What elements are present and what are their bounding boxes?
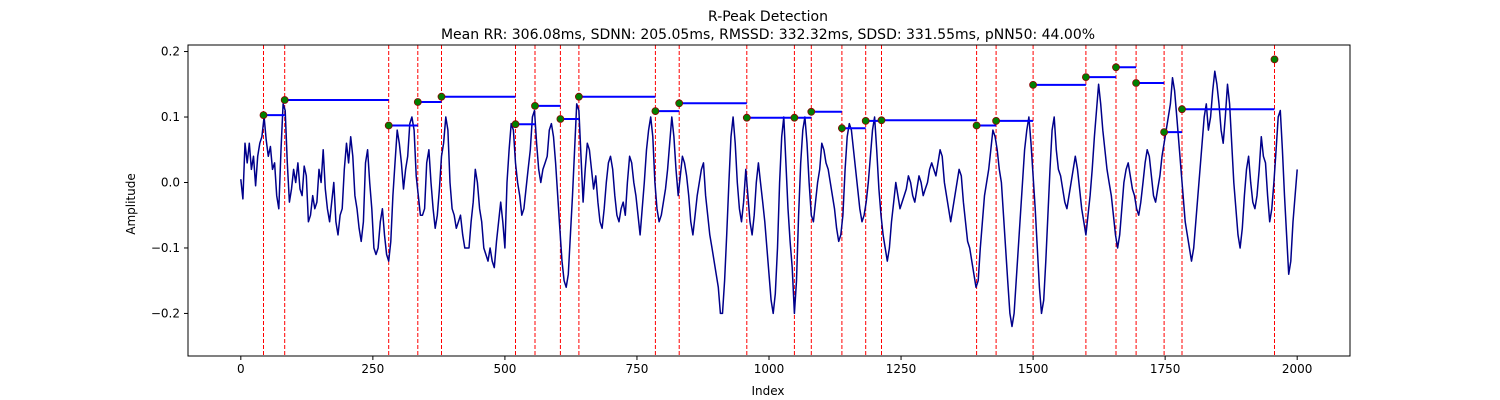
peak-marker-10 (676, 100, 683, 107)
peak-marker-9 (652, 108, 659, 115)
x-tick-label-0: 0 (237, 362, 245, 376)
peak-marker-13 (808, 108, 815, 115)
chart-title: R-Peak Detection (708, 9, 828, 25)
x-tick-label-2: 500 (493, 362, 516, 376)
peak-marker-5 (512, 121, 519, 128)
x-tick-label-4: 1000 (754, 362, 785, 376)
y-tick-label-1: −0.1 (151, 241, 180, 255)
chart-subtitle: Mean RR: 306.08ms, SDNN: 205.05ms, RMSSD… (441, 27, 1095, 43)
x-tick-label-5: 1250 (886, 362, 917, 376)
x-tick-label-6: 1500 (1018, 362, 1049, 376)
peak-marker-3 (414, 99, 421, 106)
peak-marker-19 (1030, 81, 1037, 88)
peak-marker-24 (1179, 106, 1186, 113)
peak-marker-18 (993, 117, 1000, 124)
peak-marker-21 (1113, 64, 1120, 71)
x-tick-label-8: 2000 (1282, 362, 1313, 376)
y-tick-label-3: 0.1 (161, 110, 180, 124)
peak-marker-0 (260, 112, 267, 119)
peak-marker-17 (973, 122, 980, 129)
x-tick-label-3: 750 (626, 362, 649, 376)
peak-marker-23 (1161, 129, 1168, 136)
y-tick-label-0: −0.2 (151, 306, 180, 320)
y-tick-label-4: 0.2 (161, 45, 180, 59)
peak-marker-7 (557, 116, 564, 123)
peak-marker-16 (878, 117, 885, 124)
peak-marker-4 (438, 93, 445, 100)
peak-marker-22 (1133, 80, 1140, 87)
peak-marker-14 (838, 125, 845, 132)
peak-marker-1 (281, 97, 288, 104)
x-tick-label-1: 250 (361, 362, 384, 376)
peak-marker-15 (862, 117, 869, 124)
y-tick-label-2: 0.0 (161, 175, 180, 189)
x-tick-label-7: 1750 (1150, 362, 1181, 376)
peak-marker-8 (575, 93, 582, 100)
peak-marker-2 (385, 122, 392, 129)
peak-marker-25 (1271, 56, 1278, 63)
x-axis-label: Index (751, 384, 784, 398)
peak-marker-12 (791, 114, 798, 121)
peak-marker-20 (1082, 74, 1089, 81)
peak-marker-11 (743, 114, 750, 121)
peak-marker-6 (532, 102, 539, 109)
y-axis-label: Amplitude (124, 173, 138, 235)
